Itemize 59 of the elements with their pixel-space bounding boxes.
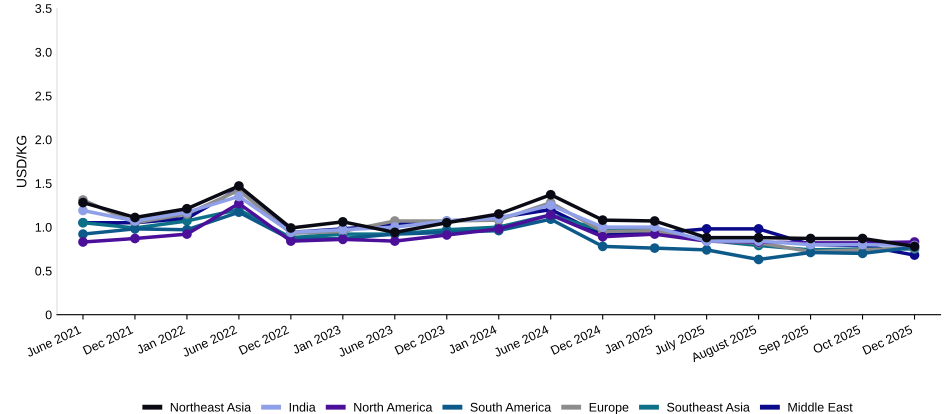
point: [702, 232, 712, 242]
point: [130, 234, 140, 244]
x-tick-label: Oct 2025: [812, 324, 862, 354]
x-tick-label: Dec 2022: [238, 324, 290, 355]
point: [546, 190, 556, 200]
point: [702, 224, 712, 234]
point: [390, 236, 400, 246]
point: [78, 237, 88, 247]
x-tick-label: Sep 2025: [758, 324, 810, 358]
x-tick-label: Jan 2022: [136, 324, 186, 354]
x-tick-label: Dec 2025: [862, 324, 913, 355]
y-tick-label: 3.5: [35, 4, 52, 13]
point: [78, 198, 88, 208]
y-tick-label: 1.0: [36, 222, 52, 232]
point: [858, 248, 868, 258]
point: [78, 206, 88, 216]
x-tick-label: June 2021: [25, 324, 82, 358]
legend-label: India: [290, 402, 316, 412]
point: [182, 204, 192, 214]
point: [234, 207, 244, 218]
point: [702, 245, 712, 255]
point: [806, 234, 816, 244]
x-tick-label: Jan 2024: [448, 324, 498, 354]
point: [442, 230, 452, 240]
point: [546, 200, 556, 210]
y-tick-label: 0.5: [35, 266, 52, 276]
point: [182, 229, 192, 239]
point: [78, 229, 88, 239]
y-tick-label: 0: [46, 310, 52, 320]
point: [650, 243, 660, 253]
legend-label: South America: [470, 402, 552, 412]
point: [754, 224, 764, 234]
point: [130, 212, 140, 222]
y-tick-label: 3.0: [35, 48, 52, 57]
point: [598, 242, 608, 252]
point: [286, 223, 296, 233]
point: [234, 192, 244, 202]
point: [338, 216, 348, 227]
legend-label: Southeast Asia: [667, 402, 750, 412]
x-tick-label: Dec 2023: [394, 324, 446, 355]
x-tick-label: Dec 2021: [82, 324, 134, 355]
y-tick-label: 2.0: [35, 135, 52, 144]
x-tick-label: Jan 2023: [292, 324, 342, 354]
x-tick-label: Dec 2024: [550, 324, 602, 355]
y-tick-label: 2.5: [35, 92, 52, 100]
point: [598, 215, 608, 225]
legend-label: Middle East: [788, 402, 853, 412]
legend-label: Europe: [590, 402, 628, 414]
point: [754, 254, 764, 264]
y-tick-label: 1.5: [36, 179, 52, 188]
point: [234, 181, 244, 191]
legend-label: Northeast Asia: [170, 402, 252, 412]
point: [754, 232, 764, 242]
point: [494, 209, 504, 219]
point: [650, 216, 660, 226]
legend-label: North America: [354, 402, 432, 412]
point: [858, 234, 868, 244]
y-axis-title: USD/KG: [16, 136, 26, 188]
x-tick-label: Jan 2025: [603, 324, 654, 354]
